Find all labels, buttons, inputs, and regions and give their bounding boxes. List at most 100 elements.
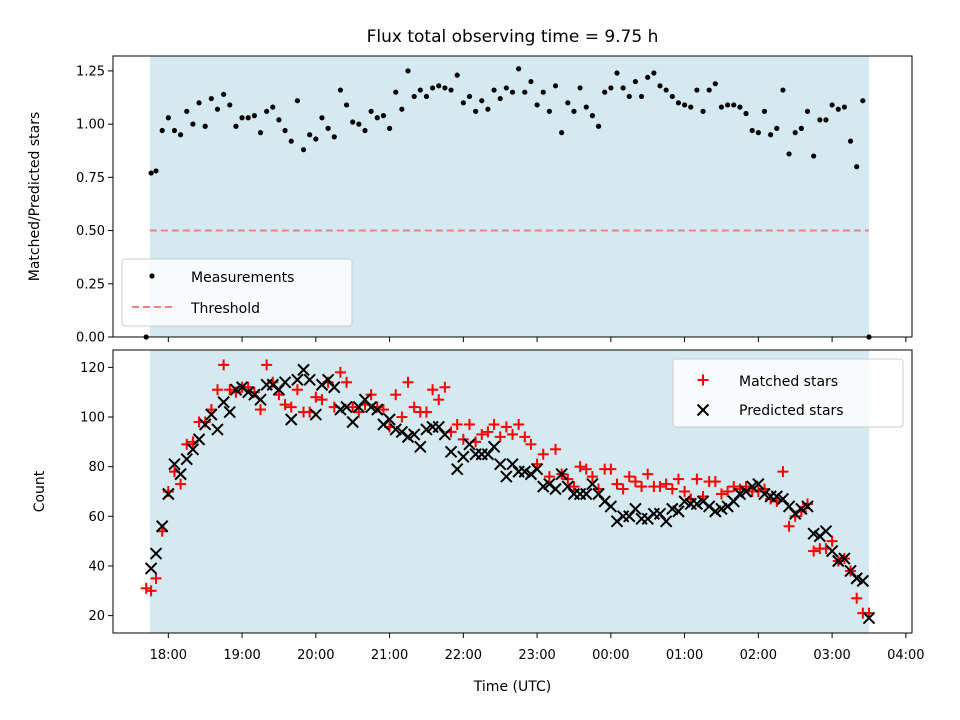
x-marker-b: [211, 423, 224, 436]
matched-star-point: [507, 428, 518, 440]
x-marker-b: [444, 445, 458, 458]
x-marker-b: [819, 525, 833, 538]
measurement-point: [503, 85, 509, 91]
measurement-points: [143, 66, 872, 340]
x-marker-b: [266, 378, 280, 391]
legend-matched-marker: [697, 374, 709, 386]
matched-star-point: [341, 376, 353, 388]
matched-star-point: [316, 394, 328, 406]
predicted-star-point: [149, 547, 163, 560]
measurement-point: [675, 100, 682, 106]
x-marker-b: [770, 490, 783, 503]
measurement-point: [288, 138, 294, 144]
count-y-ticks: 20 40 60 80 100 120: [80, 361, 113, 624]
x-marker-b: [254, 393, 267, 406]
matched-star-point: [140, 582, 152, 594]
legend-predicted-label: Predicted stars: [739, 403, 844, 419]
x-marker-b: [450, 462, 464, 476]
y-tick-label: 0.25: [76, 277, 105, 292]
x-axis-label: Time (UTC): [473, 679, 551, 695]
measurement-point: [552, 83, 559, 89]
matched-star-point: [439, 381, 451, 393]
predicted-star-point: [672, 505, 685, 518]
predicted-star-point: [144, 562, 158, 575]
predicted-star-point: [180, 453, 193, 466]
measurement-point: [786, 151, 792, 157]
x-marker-b: [358, 393, 372, 406]
count-legend-box: [672, 358, 904, 428]
predicted-star-point: [856, 574, 870, 588]
measurement-point: [448, 87, 454, 93]
x-tick-label: 01:00: [666, 648, 703, 663]
matched-star-point: [420, 406, 432, 418]
legend-predicted-marker: [696, 403, 710, 417]
matched-star-point: [586, 471, 598, 483]
x-marker-b: [235, 381, 249, 394]
measurement-point: [466, 93, 473, 100]
x-marker-b: [291, 373, 304, 386]
matched-star-point: [617, 483, 629, 495]
measurement-point: [860, 98, 866, 104]
measurement-point: [153, 168, 159, 174]
measurement-point: [423, 93, 430, 100]
measurement-point: [761, 108, 768, 114]
matched-star-point: [150, 572, 162, 584]
x-marker-b: [629, 502, 642, 516]
chart-title: Flux total observing time = 9.75 h: [367, 27, 659, 47]
matched-star-point: [365, 389, 377, 401]
matched-star-point: [550, 443, 562, 455]
y-tick-label: 100: [80, 411, 105, 426]
matched-star-point: [525, 438, 537, 450]
measurement-point: [380, 113, 387, 119]
measurement-point: [171, 127, 178, 134]
x-marker-b: [752, 477, 765, 491]
measurement-point: [350, 119, 356, 125]
matched-star-point: [654, 481, 666, 493]
measurement-point: [282, 127, 288, 134]
measurement-point: [313, 136, 319, 142]
x-tick-label: 19:00: [223, 648, 260, 663]
matched-star-point: [777, 466, 789, 478]
predicted-star-point: [303, 373, 316, 386]
legend-x-glyph: [696, 403, 710, 417]
x-tick-label: 04:00: [887, 648, 924, 663]
matched-star-point: [211, 384, 223, 396]
predicted-star-point: [819, 525, 833, 538]
x-marker-b: [494, 457, 507, 471]
measurement-point: [233, 123, 239, 129]
x-marker-b: [850, 572, 863, 585]
measurement-point: [835, 106, 841, 112]
matched-star-point: [291, 384, 303, 396]
measurement-point: [626, 93, 632, 100]
predicted-star-point: [629, 502, 642, 516]
matched-star-point: [408, 401, 420, 413]
x-marker-b: [672, 505, 685, 518]
predicted-star-point: [659, 515, 673, 528]
matched-star-point: [218, 359, 230, 371]
x-marker-b: [414, 440, 427, 454]
measurement-point: [479, 98, 485, 104]
matched-star-point: [402, 376, 414, 388]
x-tick-label: 20:00: [297, 648, 334, 663]
matched-star-point: [476, 428, 488, 440]
x-marker-b: [328, 381, 341, 394]
predicted-star-point: [586, 477, 599, 491]
matched-star-point: [427, 384, 439, 396]
matched-star-point: [568, 481, 580, 493]
measurement-point: [405, 68, 411, 74]
legend-measurements-label: Measurements: [191, 270, 294, 286]
matched-star-point: [562, 473, 574, 485]
legend-matched-label: Matched stars: [739, 374, 838, 390]
matched-star-point: [679, 486, 691, 497]
predicted-star-point: [494, 457, 507, 471]
y-tick-label: 80: [88, 460, 105, 475]
matched-star-point: [623, 471, 635, 483]
matched-star-point: [574, 461, 586, 473]
measurement-point: [399, 106, 405, 112]
x-tick-label: 00:00: [592, 648, 629, 663]
measurement-point: [755, 130, 761, 136]
x-marker-b: [162, 487, 175, 501]
measurement-point: [829, 102, 835, 108]
matched-star-point: [334, 366, 346, 378]
matched-star-point: [145, 585, 157, 597]
